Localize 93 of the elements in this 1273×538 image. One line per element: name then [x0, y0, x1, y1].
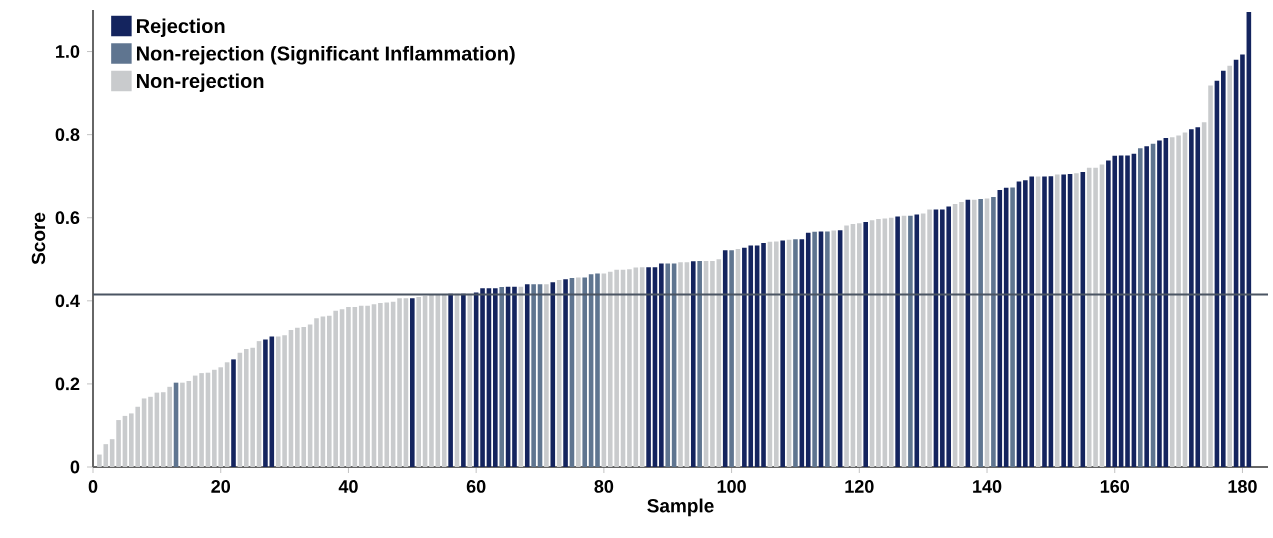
bar: [627, 269, 632, 467]
bar: [199, 373, 204, 467]
y-tick-label: 0.4: [55, 294, 80, 308]
bar: [397, 298, 402, 467]
bar: [729, 250, 734, 467]
x-axis-title: Sample: [647, 498, 714, 517]
bar: [1240, 54, 1245, 467]
bar: [1157, 140, 1162, 467]
bar: [825, 231, 830, 467]
x-tick-label: 20: [211, 480, 231, 493]
bar: [1144, 146, 1149, 467]
bar: [512, 286, 517, 467]
x-tick-label: 100: [717, 480, 746, 493]
bar: [710, 260, 715, 467]
bar: [978, 199, 983, 467]
bar: [805, 232, 811, 467]
bar: [461, 293, 466, 467]
bar: [595, 273, 600, 467]
y-tick-label: 1.0: [56, 45, 80, 58]
y-tick-label: 0.6: [55, 211, 80, 225]
bar: [646, 267, 651, 467]
bar: [314, 318, 319, 467]
bar: [659, 263, 664, 467]
bar: [524, 284, 530, 467]
bar: [665, 263, 671, 467]
bar: [914, 214, 920, 467]
bar: [857, 223, 862, 467]
bar: [1061, 174, 1066, 467]
bar: [722, 250, 728, 467]
bar: [1054, 174, 1060, 467]
x-tick-label: 60: [466, 480, 486, 493]
bar: [576, 277, 581, 467]
bar: [263, 339, 268, 467]
bar: [697, 260, 702, 467]
bar: [531, 284, 536, 467]
bar: [927, 209, 932, 467]
bar: [863, 221, 868, 467]
bar: [908, 215, 913, 467]
bar: [876, 218, 881, 467]
bar: [410, 298, 415, 467]
bar: [231, 359, 236, 467]
x-tick-label: 120: [845, 480, 874, 493]
bar: [346, 307, 351, 467]
bar: [780, 240, 785, 467]
bar: [1010, 187, 1015, 467]
bar: [1042, 176, 1047, 467]
bar: [1227, 65, 1232, 467]
bar: [416, 297, 421, 467]
x-tick-label: 80: [594, 480, 614, 493]
bar: [888, 217, 894, 467]
bar: [441, 294, 447, 467]
bar: [773, 241, 779, 467]
x-tick-label: 140: [973, 480, 1002, 493]
y-tick-label: 0: [70, 460, 80, 474]
bar: [1221, 70, 1226, 467]
bar: [116, 420, 121, 467]
bar: [844, 225, 849, 467]
x-tick-label: 40: [338, 480, 358, 493]
bar: [467, 293, 473, 467]
x-tick-label: 180: [1228, 480, 1257, 493]
legend-label: Non-rejection (Significant Inflammation): [136, 45, 515, 65]
bar: [831, 230, 837, 467]
bar: [812, 231, 817, 467]
bar: [563, 279, 568, 467]
bar: [895, 216, 900, 467]
bar: [429, 295, 434, 467]
bar: [1208, 85, 1213, 467]
bar: [499, 287, 504, 467]
bar: [480, 288, 485, 467]
bar: [761, 243, 766, 467]
legend-label: Non-rejection: [136, 73, 264, 93]
bar: [959, 201, 964, 467]
y-tick-label: 0.8: [55, 128, 80, 142]
bar: [1125, 155, 1130, 467]
bar: [793, 239, 798, 467]
bar: [991, 196, 996, 467]
bar: [690, 261, 696, 467]
y-tick-label: 0.2: [55, 377, 80, 391]
bar: [678, 262, 683, 467]
bar: [448, 293, 453, 467]
bar: [1074, 173, 1079, 467]
bar: [971, 199, 977, 467]
bar: [550, 282, 556, 467]
bar: [1137, 148, 1143, 467]
x-tick-label: 0: [88, 480, 98, 493]
legend-label: Rejection: [136, 18, 225, 38]
bar: [148, 396, 153, 467]
y-axis-title: Score: [31, 212, 46, 265]
bar: [493, 288, 498, 467]
x-tick-label: 160: [1100, 480, 1130, 493]
bar: [180, 382, 185, 467]
bar: [544, 284, 549, 467]
bar: [582, 277, 588, 467]
